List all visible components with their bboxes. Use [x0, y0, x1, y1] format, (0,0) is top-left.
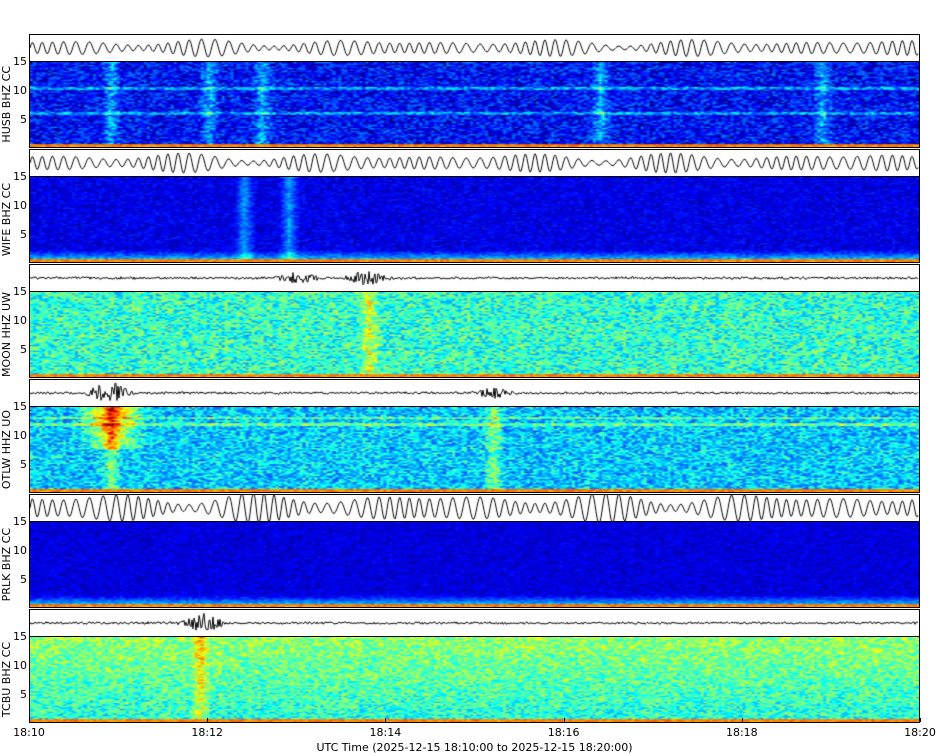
y-tick-label: 5 [20, 573, 27, 586]
y-tick-label: 15 [13, 170, 27, 183]
spectrogram-panel [29, 176, 920, 263]
x-tick-label: 18:20 [904, 726, 936, 739]
spectrogram-image [30, 292, 919, 377]
station-label-text: WIFE BHZ CC [0, 182, 13, 257]
x-tick-label: 18:14 [369, 726, 402, 739]
y-tick-label: 10 [13, 659, 27, 672]
waveform-trace [30, 495, 919, 521]
station-label: MOON HHZ UW [0, 291, 13, 378]
x-tick-label: 18:16 [547, 726, 580, 739]
spectrogram-panel [29, 406, 920, 493]
x-tick-mark [741, 718, 743, 722]
station-label-text: MOON HHZ UW [0, 291, 13, 378]
waveform-trace [30, 380, 919, 406]
station-label: HUSB BHZ CC [0, 61, 13, 148]
spectrogram-panel [29, 61, 920, 148]
y-tick-label: 15 [13, 400, 27, 413]
y-tick-label: 10 [13, 314, 27, 327]
y-tick-label: 5 [20, 228, 27, 241]
y-tick-label: 15 [13, 285, 27, 298]
waveform-trace [30, 265, 919, 291]
waveform-panel [29, 609, 920, 637]
waveform-panel [29, 149, 920, 177]
waveform-trace [30, 150, 919, 176]
waveform-panel [29, 379, 920, 407]
x-tick-mark [385, 718, 387, 722]
x-tick-label: 18:18 [725, 726, 758, 739]
x-tick-mark [920, 718, 921, 722]
spectrogram-image [30, 522, 919, 607]
spectrogram-image [30, 637, 919, 722]
x-tick-label: 18:10 [13, 726, 45, 739]
x-tick-mark [563, 718, 565, 722]
y-tick-label: 10 [13, 84, 27, 97]
station-label: WIFE BHZ CC [0, 176, 13, 263]
spectrogram-panel [29, 291, 920, 378]
station-label: PRLK BHZ CC [0, 521, 13, 608]
station-label-text: OTLW HHZ UO [0, 409, 13, 490]
spectrogram-panel [29, 521, 920, 608]
y-tick-label: 15 [13, 515, 27, 528]
x-tick-label: 18:12 [191, 726, 224, 739]
y-tick-label: 5 [20, 688, 27, 701]
spectrogram-panel [29, 636, 920, 723]
y-tick-label: 10 [13, 429, 27, 442]
x-axis-label: UTC Time (2025-12-15 18:10:00 to 2025-12… [316, 741, 633, 754]
station-label-text: TCBU BHZ CC [0, 641, 13, 718]
y-tick-label: 10 [13, 544, 27, 557]
x-tick-mark [207, 718, 209, 722]
station-label: OTLW HHZ UO [0, 406, 13, 493]
y-tick-label: 5 [20, 113, 27, 126]
spectrogram-image [30, 62, 919, 147]
waveform-panel [29, 34, 920, 62]
station-label-text: PRLK BHZ CC [0, 527, 13, 602]
spectrogram-image [30, 177, 919, 262]
waveform-trace [30, 35, 919, 61]
waveform-trace [30, 610, 919, 636]
y-tick-label: 5 [20, 458, 27, 471]
spectrogram-image [30, 407, 919, 492]
station-label-text: HUSB BHZ CC [0, 66, 13, 143]
y-tick-label: 10 [13, 199, 27, 212]
waveform-panel [29, 264, 920, 292]
waveform-panel [29, 494, 920, 522]
y-tick-label: 15 [13, 55, 27, 68]
y-tick-label: 5 [20, 343, 27, 356]
station-label: TCBU BHZ CC [0, 636, 13, 723]
y-tick-label: 15 [13, 630, 27, 643]
x-tick-mark [29, 718, 30, 722]
